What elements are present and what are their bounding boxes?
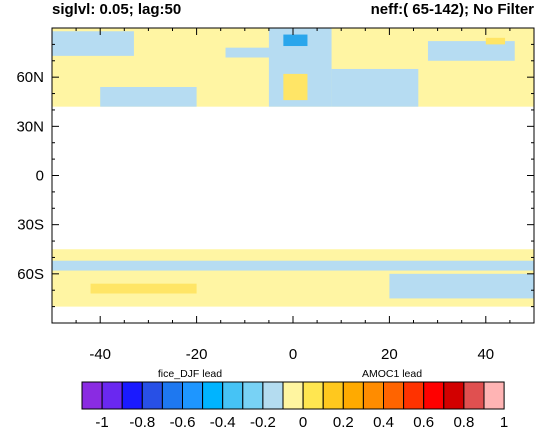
- y-tick-label-0: 60N: [16, 69, 44, 86]
- colorbar-box-5: [182, 381, 204, 410]
- colorbar-label-0: -1: [95, 414, 108, 431]
- colorbar-box-11: [302, 381, 324, 410]
- colorbar-box-20: [483, 381, 505, 410]
- colorbar-label-7: 0.4: [373, 414, 394, 431]
- colorbar-left-label: fice_DJF lead: [158, 368, 222, 380]
- y-tick-label-3: 30S: [17, 217, 44, 234]
- x-tick-label-1: -20: [186, 346, 208, 363]
- colorbar-label-5: 0: [299, 414, 307, 431]
- colorbar-box-10: [282, 381, 304, 410]
- colorbar-box-19: [463, 381, 485, 410]
- colorbar-box-15: [383, 381, 405, 410]
- colorbar-box-17: [423, 381, 445, 410]
- colorbar-label-6: 0.2: [333, 414, 354, 431]
- region-7: [283, 34, 308, 47]
- colorbar-right-label: AMOC1 lead: [362, 368, 422, 380]
- colorbar-box-14: [362, 381, 384, 410]
- region-4: [331, 68, 419, 107]
- region-5: [427, 41, 515, 61]
- colorbar-box-0: [81, 381, 103, 410]
- colorbar-label-3: -0.4: [210, 414, 236, 431]
- colorbar-box-7: [222, 381, 244, 410]
- x-tick-label-3: 20: [381, 346, 398, 363]
- colorbar-boxes: [81, 381, 505, 410]
- colorbar-box-3: [141, 381, 163, 410]
- colorbar-label-1: -0.8: [129, 414, 155, 431]
- shaded-regions: [52, 28, 534, 307]
- colorbar-box-2: [121, 381, 143, 410]
- x-tick-label-4: 40: [477, 346, 494, 363]
- region-1: [52, 31, 134, 56]
- region-9: [485, 37, 506, 45]
- header-right-text: neff:( 65-142); No Filter: [371, 1, 535, 18]
- y-tick-label-4: 60S: [17, 266, 44, 283]
- axes: -40 -20 0 20 40 60N 30N 0 30S 60S: [16, 27, 535, 363]
- region-11: [52, 260, 534, 271]
- colorbar-label-10: 1: [500, 414, 508, 431]
- colorbar-box-4: [161, 381, 183, 410]
- colorbar-box-13: [342, 381, 364, 410]
- x-tick-label-2: 0: [289, 346, 297, 363]
- colorbar-box-9: [262, 381, 284, 410]
- x-tick-label-0: -40: [89, 346, 111, 363]
- colorbar: fice_DJF lead AMOC1 lead -1 -0.8 -0.6 -0.4-…: [81, 368, 508, 431]
- colorbar-label-9: 0.8: [453, 414, 474, 431]
- colorbar-label-2: -0.6: [170, 414, 196, 431]
- y-tick-label-1: 30N: [16, 118, 44, 135]
- region-2: [100, 87, 197, 107]
- region-12: [389, 273, 534, 299]
- colorbar-label-4: -0.2: [250, 414, 276, 431]
- y-tick-label-2: 0: [36, 168, 44, 185]
- colorbar-labels: -1 -0.8 -0.6 -0.4 -0.2 0 0.2 0.4 0.6 0.8 1: [95, 414, 508, 431]
- region-6: [225, 47, 313, 58]
- header-left-text: siglvl: 0.05; lag:50: [52, 1, 181, 18]
- colorbar-box-1: [101, 381, 123, 410]
- colorbar-box-16: [403, 381, 425, 410]
- map-plot-area: [52, 28, 534, 323]
- region-8: [283, 73, 308, 101]
- colorbar-box-8: [242, 381, 264, 410]
- colorbar-label-8: 0.6: [413, 414, 434, 431]
- region-13: [90, 283, 197, 294]
- colorbar-box-18: [443, 381, 465, 410]
- colorbar-box-6: [202, 381, 224, 410]
- colorbar-box-12: [322, 381, 344, 410]
